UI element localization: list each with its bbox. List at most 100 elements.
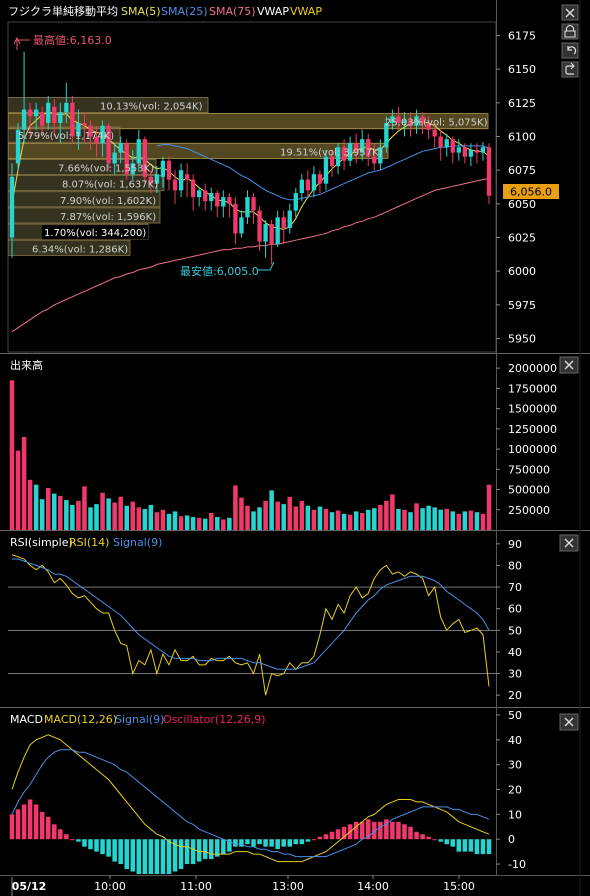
oscillator-bar	[402, 824, 407, 840]
candle-body	[281, 217, 286, 229]
oscillator-bar	[130, 839, 136, 872]
volume-profile-label: 8.07%(vol: 1,637K)	[62, 180, 158, 191]
candle-body	[118, 143, 123, 153]
volume-bar	[408, 512, 413, 530]
oscillator-bar	[190, 839, 196, 865]
oscillator-bar	[88, 839, 93, 850]
oscillator-bar	[251, 839, 256, 847]
candle-body	[154, 174, 160, 184]
candle-body	[227, 197, 232, 204]
macd-axis-label: 40	[508, 734, 522, 747]
line-macd	[11, 734, 490, 863]
candle-body	[323, 156, 329, 184]
volume-bar	[21, 436, 27, 530]
oscillator-bar	[311, 839, 317, 841]
volume-bar	[372, 508, 377, 530]
oscillator-bar	[353, 821, 359, 840]
oscillator-bar	[396, 821, 401, 840]
oscillator-bar	[365, 819, 371, 840]
close-macd-panel-button[interactable]	[559, 713, 579, 731]
oscillator-bar	[317, 836, 323, 840]
candle-body	[27, 109, 33, 117]
price-axis-label: 5975	[508, 299, 536, 312]
volume-bar	[88, 507, 93, 530]
volume-bar	[227, 517, 232, 530]
volume-bar	[275, 501, 280, 530]
price-axis-label: 6100	[508, 130, 536, 143]
volume-bar	[215, 517, 220, 530]
candle-body	[378, 147, 383, 164]
volume-bar	[474, 512, 480, 530]
oscillator-bar	[293, 839, 299, 845]
price-axis-label: 6075	[508, 164, 536, 177]
oscillator-bar	[420, 834, 425, 840]
price-axis-label: 6050	[508, 198, 536, 211]
oscillator-bar	[474, 839, 480, 855]
candle-body	[33, 109, 39, 117]
candle-body	[160, 160, 166, 177]
volume-bar	[94, 504, 99, 530]
oscillator-bar	[178, 839, 184, 870]
legend-vwap-yellow: VWAP	[290, 5, 322, 18]
candle-body	[190, 179, 196, 198]
volume-bar	[293, 506, 299, 530]
volume-bar	[486, 484, 492, 530]
price-axis-label: 6175	[508, 29, 536, 42]
undo-button[interactable]	[561, 42, 579, 59]
candle-body	[94, 136, 99, 144]
high-marker: 最高値:6,163.0	[13, 33, 112, 50]
candle-body	[184, 174, 190, 180]
oscillator-bar	[21, 804, 27, 840]
volume-bar	[52, 493, 57, 530]
close-price-panel-button[interactable]	[561, 4, 579, 21]
candle-body	[450, 139, 455, 153]
indicator-label: 単純移動平均	[52, 4, 118, 18]
candle-body	[432, 129, 437, 137]
volume-bar	[202, 518, 208, 530]
volume-bar	[450, 511, 456, 530]
oscillator-bar	[124, 839, 129, 870]
volume-bar	[245, 505, 250, 530]
oscillator-bar	[106, 839, 111, 857]
legend-macd-signal: Signal(9)	[115, 713, 164, 726]
volume-bar	[378, 504, 383, 530]
oscillator-bar	[45, 816, 51, 840]
oscillator-bar	[172, 839, 178, 872]
volume-bar	[82, 486, 87, 530]
oscillator-bar	[52, 824, 57, 840]
candle-body	[64, 102, 69, 113]
close-volume-panel-button[interactable]	[559, 356, 579, 374]
volume-bar	[45, 487, 51, 530]
oscillator-bar	[27, 799, 33, 840]
current-price-value: 6,056.0	[510, 186, 552, 199]
lock-button[interactable]	[561, 23, 579, 40]
price-axis-label: 6000	[508, 265, 536, 278]
candle-body	[203, 190, 208, 202]
candle-body	[311, 174, 317, 191]
volume-bar	[196, 517, 202, 530]
legend-macd: MACD(12,26)	[44, 713, 117, 726]
candle-body	[444, 139, 449, 148]
volume-profile-bar	[8, 239, 131, 256]
candle-body	[130, 163, 135, 175]
oscillator-bar	[118, 839, 123, 865]
volume-axis-label: 750000	[508, 463, 550, 476]
oscillator-bar	[341, 826, 347, 840]
legend-sma75: SMA(75)	[209, 5, 256, 18]
candle-body	[462, 147, 468, 157]
close-rsi-panel-button[interactable]	[559, 534, 579, 552]
candle-body	[257, 210, 262, 242]
oscillator-bar	[444, 839, 449, 845]
oscillator-bar	[335, 829, 341, 840]
candle-body	[366, 139, 371, 157]
reset-button[interactable]	[561, 61, 579, 78]
candle-body	[82, 123, 87, 126]
price-axis-label: 6125	[508, 97, 536, 110]
volume-bar	[221, 519, 226, 530]
oscillator-bar	[100, 839, 105, 855]
candle-body	[76, 123, 81, 137]
volume-profile-label: 7.90%(vol: 1,602K)	[60, 196, 156, 207]
oscillator-bar	[299, 839, 305, 845]
volume-bar	[9, 380, 15, 530]
price-axis-label: 6150	[508, 63, 536, 76]
